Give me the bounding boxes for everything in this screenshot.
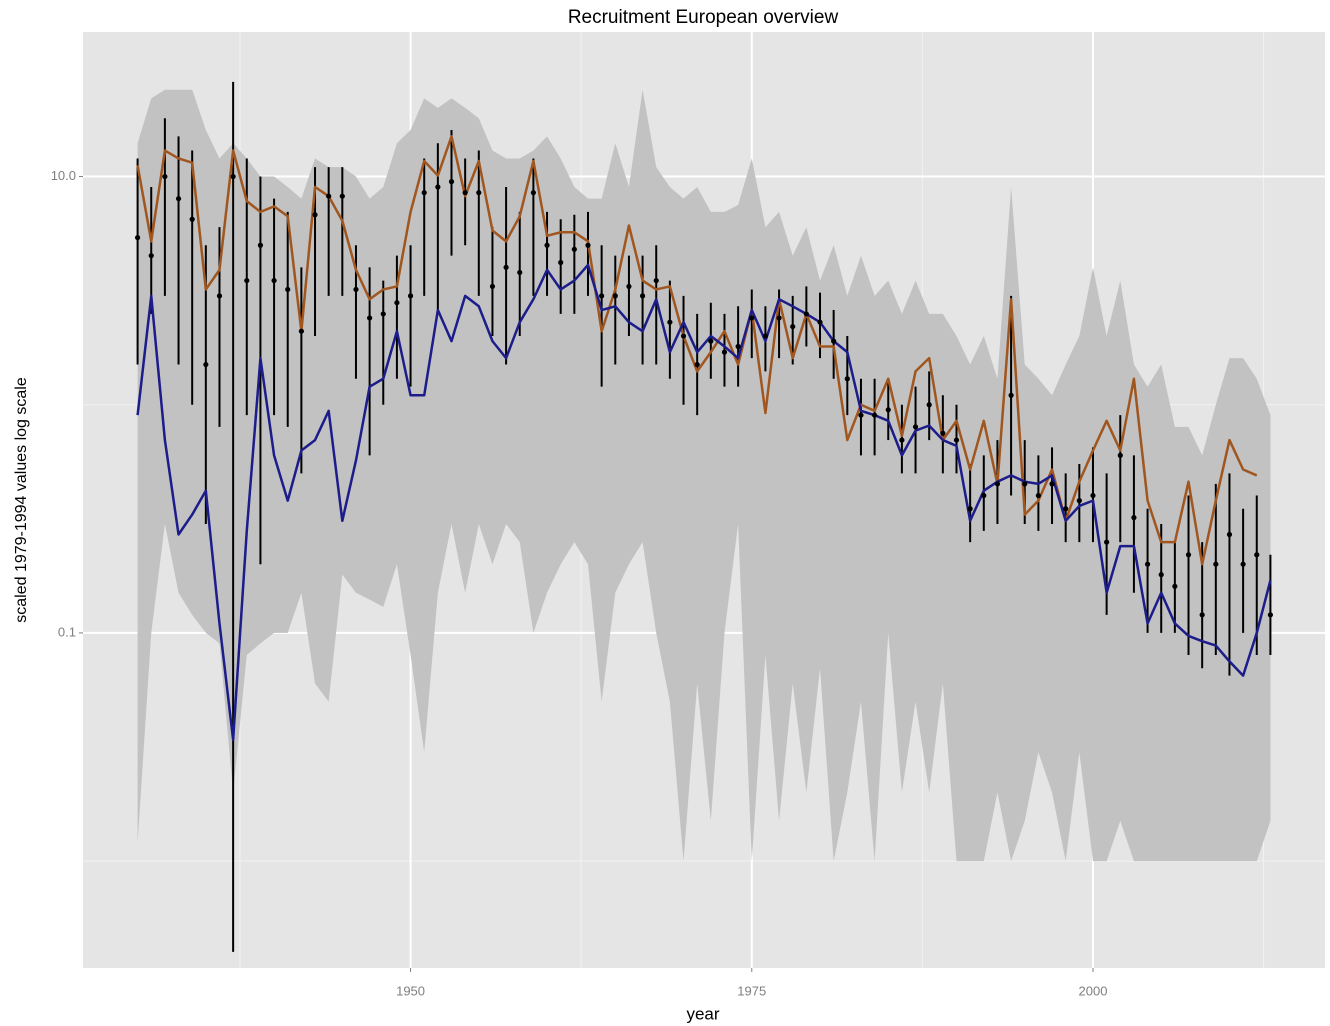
point <box>489 283 496 290</box>
point <box>585 242 591 248</box>
point <box>940 430 946 436</box>
point <box>271 277 277 284</box>
series-line <box>136 263 1272 742</box>
point <box>1240 561 1246 567</box>
point <box>762 333 769 339</box>
point <box>639 293 646 299</box>
point <box>1131 515 1137 521</box>
y-axis-label: scaled 1979-1994 values log scale <box>13 377 30 623</box>
point <box>994 481 1001 487</box>
point <box>721 349 728 355</box>
y-tick-label: 0.1 <box>58 624 76 639</box>
point <box>790 323 796 330</box>
point <box>148 253 154 259</box>
point <box>981 492 987 499</box>
point <box>1117 452 1123 458</box>
point <box>1104 539 1110 545</box>
point <box>912 424 919 430</box>
point <box>435 184 441 190</box>
point <box>380 311 386 317</box>
point <box>544 242 550 248</box>
point <box>394 300 400 306</box>
point <box>189 216 195 222</box>
x-tick-label: 1950 <box>396 983 425 998</box>
point <box>312 212 318 218</box>
point <box>558 259 564 266</box>
point <box>1199 612 1205 618</box>
chart-title: Recruitment European overview <box>568 7 839 28</box>
point <box>407 293 414 299</box>
point <box>1063 506 1069 512</box>
point <box>134 235 141 241</box>
point <box>244 277 250 284</box>
point <box>339 193 345 199</box>
point <box>298 328 304 334</box>
point <box>844 376 850 382</box>
point <box>653 277 659 284</box>
point <box>1008 392 1014 398</box>
point <box>817 319 823 325</box>
point <box>694 361 700 368</box>
point <box>1213 561 1219 567</box>
point <box>216 293 223 299</box>
point <box>1267 612 1274 618</box>
point <box>1254 552 1260 558</box>
point <box>953 437 960 443</box>
point <box>285 286 291 293</box>
point <box>203 361 209 368</box>
point <box>803 311 809 317</box>
point <box>1185 552 1192 558</box>
point <box>708 338 714 344</box>
point <box>967 506 973 512</box>
point <box>367 315 373 321</box>
point <box>858 412 864 418</box>
point <box>926 402 932 408</box>
point <box>530 190 536 196</box>
range-ribbon <box>137 89 1271 862</box>
point <box>1090 492 1096 499</box>
point <box>353 286 359 293</box>
point <box>1144 561 1151 567</box>
point <box>1172 583 1178 589</box>
point <box>230 173 236 180</box>
point <box>831 338 837 344</box>
point <box>599 293 605 299</box>
point <box>175 196 182 202</box>
y-tick-label: 10.0 <box>51 168 76 183</box>
point <box>1158 572 1164 578</box>
point <box>1035 492 1041 499</box>
point <box>448 179 455 185</box>
point <box>749 315 755 321</box>
point <box>257 242 264 248</box>
point <box>462 190 468 196</box>
x-tick-label: 1975 <box>737 983 766 998</box>
point <box>626 283 632 290</box>
point <box>503 264 509 270</box>
point <box>735 343 741 350</box>
point <box>680 333 687 339</box>
series-line <box>136 135 1258 566</box>
x-axis-label: year <box>686 1004 719 1023</box>
point <box>162 173 168 180</box>
point <box>1022 481 1028 487</box>
point <box>1049 481 1055 487</box>
x-tick-label: 2000 <box>1079 983 1108 998</box>
point <box>421 190 427 196</box>
point <box>872 412 878 418</box>
point <box>667 319 673 325</box>
point <box>571 246 577 252</box>
point <box>885 407 891 413</box>
point <box>1076 498 1082 504</box>
point <box>476 190 482 196</box>
point <box>612 293 618 299</box>
point <box>517 269 523 276</box>
point <box>1226 531 1233 538</box>
point <box>899 437 905 443</box>
point <box>326 193 332 199</box>
point <box>776 315 782 321</box>
